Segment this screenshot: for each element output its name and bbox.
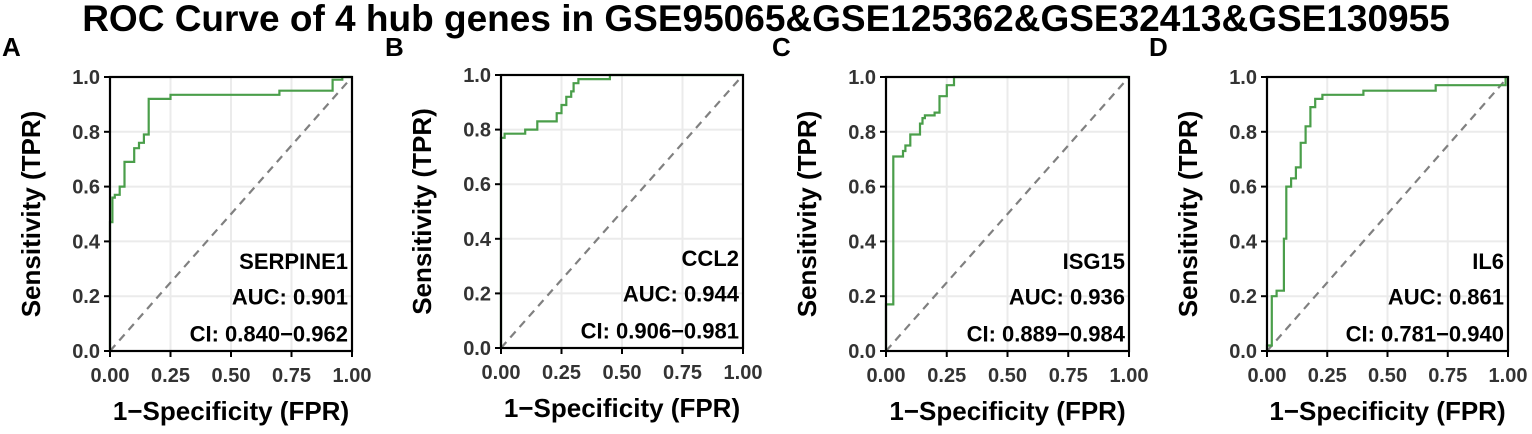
panel-b-x-axis-title: 1−Specificity (FPR): [504, 393, 740, 423]
panel-b-x-tick-label: 1.00: [724, 362, 763, 384]
panel-a-y-tick-label: 0.0: [72, 341, 100, 363]
panel-a-gene-name: SERPINE1: [239, 249, 348, 274]
panel-b-x-tick-label: 0.50: [603, 362, 642, 384]
panel-d-x-tick-label: 0.25: [1308, 365, 1347, 387]
panel-c-y-tick-label: 0.6: [848, 177, 876, 199]
panel-c-diagonal-line: [885, 76, 1130, 352]
panel-d-y-axis-title: Sensitivity (TPR): [1173, 111, 1203, 318]
panel-b-roc-curve: [499, 73, 743, 348]
panel-c-x-tick-label: 1.00: [1110, 365, 1149, 387]
panel-b-y-tick-label: 1.0: [463, 65, 491, 87]
panel-a-x-tick-label: 0.25: [151, 365, 190, 387]
panel-a-x-axis-title: 1−Specificity (FPR): [113, 396, 349, 426]
panel-b-x-tick-label: 0.00: [482, 362, 521, 384]
panel-b-y-tick-label: 0.6: [463, 174, 491, 196]
panel-b-y-tick-label: 0.2: [463, 283, 491, 305]
panel-b-gene-name: CCL2: [682, 246, 739, 271]
panel-b-x-tick-label: 0.25: [542, 362, 581, 384]
panel-b-auc-label: AUC: 0.944: [623, 282, 740, 307]
panel-a-letter: A: [2, 32, 21, 62]
panel-b-diagonal-line: [500, 74, 744, 349]
panel-b-y-axis-title: Sensitivity (TPR): [407, 108, 437, 315]
panel-a-x-tick-label: 0.50: [212, 365, 251, 387]
panel-b-x-tick-label: 0.75: [663, 362, 702, 384]
panel-d-x-axis-title: 1−Specificity (FPR): [1269, 396, 1505, 426]
panel-d-y-tick-label: 0.6: [1229, 177, 1257, 199]
panel-b-y-tick-label: 0.0: [463, 338, 491, 360]
figure-title: ROC Curve of 4 hub genes in GSE95065&GSE…: [82, 0, 1450, 39]
panel-c-ci-label: CI: 0.889−0.984: [967, 321, 1126, 346]
panel-c-auc-label: AUC: 0.936: [1009, 284, 1125, 309]
panel-d-y-tick-label: 0.8: [1229, 122, 1257, 144]
panel-c-x-axis-title: 1−Specificity (FPR): [889, 396, 1125, 426]
panel-d-y-tick-label: 0.0: [1229, 341, 1257, 363]
panel-b-ci-label: CI: 0.906−0.981: [581, 318, 739, 343]
panel-a-ci-label: CI: 0.840−0.962: [190, 321, 348, 346]
panel-c-y-tick-label: 0.4: [848, 231, 877, 253]
panel-a-y-tick-label: 0.2: [72, 286, 100, 308]
panel-a-x-tick-label: 1.00: [333, 365, 372, 387]
panel-d-ci-label: CI: 0.781−0.940: [1346, 321, 1504, 346]
panel-d-x-tick-label: 1.00: [1489, 365, 1528, 387]
panel-c-x-tick-label: 0.50: [988, 365, 1027, 387]
panel-a-roc-curve: [108, 75, 352, 351]
panel-d-letter: D: [1149, 32, 1168, 62]
panel-a-y-tick-label: 0.8: [72, 122, 100, 144]
panel-a-y-axis-title: Sensitivity (TPR): [16, 111, 46, 318]
panel-c-roc-curve: [884, 75, 1129, 351]
panel-a-y-tick-label: 0.4: [72, 231, 101, 253]
panel-a-y-tick-label: 1.0: [72, 67, 100, 89]
panel-c-x-tick-label: 0.25: [927, 365, 966, 387]
panel-c-y-tick-label: 0.8: [848, 122, 876, 144]
panel-d-auc-label: AUC: 0.861: [1388, 284, 1504, 309]
panel-d-diagonal-line: [1266, 76, 1509, 352]
panel-c-letter: C: [772, 32, 791, 62]
panel-c-y-axis-title: Sensitivity (TPR): [792, 111, 822, 318]
panel-d-y-tick-label: 0.4: [1229, 231, 1258, 253]
panel-c-y-tick-label: 1.0: [848, 67, 876, 89]
panel-c-x-tick-label: 0.00: [867, 365, 906, 387]
panel-d-x-tick-label: 0.00: [1248, 365, 1287, 387]
panel-d-x-tick-label: 0.50: [1368, 365, 1407, 387]
panel-b-y-tick-label: 0.4: [463, 229, 492, 251]
panel-d-x-tick-label: 0.75: [1428, 365, 1467, 387]
panel-d-y-tick-label: 1.0: [1229, 67, 1257, 89]
panel-a-y-tick-label: 0.6: [72, 177, 100, 199]
panel-b-y-tick-label: 0.8: [463, 120, 491, 142]
panel-c-x-tick-label: 0.75: [1049, 365, 1088, 387]
panel-c-y-tick-label: 0.0: [848, 341, 876, 363]
panel-b-letter: B: [385, 32, 404, 62]
panel-a-x-tick-label: 0.00: [91, 365, 130, 387]
panel-a-auc-label: AUC: 0.901: [232, 284, 348, 309]
panel-d-roc-curve: [1265, 75, 1508, 351]
panel-d-y-tick-label: 0.2: [1229, 286, 1257, 308]
panel-c-gene-name: ISG15: [1063, 249, 1125, 274]
panel-d-gene-name: IL6: [1472, 249, 1504, 274]
panel-a-x-tick-label: 0.75: [272, 365, 311, 387]
panel-c-y-tick-label: 0.2: [848, 286, 876, 308]
panel-a-diagonal-line: [109, 76, 353, 352]
